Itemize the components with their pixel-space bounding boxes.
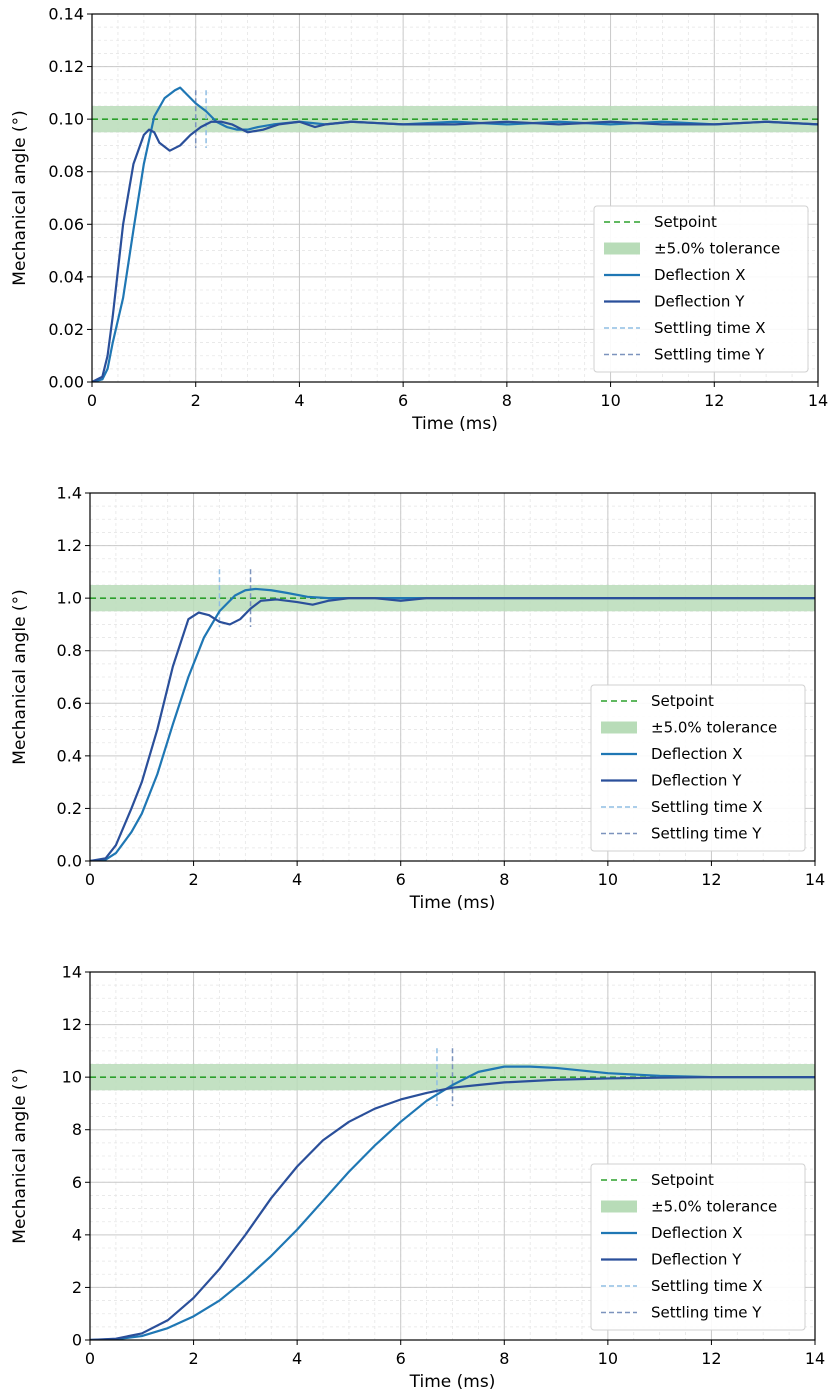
x-axis-title: Time (ms): [411, 414, 498, 434]
y-tick-label: 0.04: [48, 267, 84, 286]
x-tick-label: 6: [396, 1349, 406, 1368]
legend-label: Deflection Y: [651, 1251, 742, 1269]
legend-label: Deflection X: [654, 266, 745, 284]
x-tick-label: 8: [502, 391, 512, 410]
y-tick-label: 0.06: [48, 215, 84, 234]
x-tick-label: 10: [600, 391, 620, 410]
x-tick-label: 2: [188, 870, 198, 889]
x-axis-title: Time (ms): [409, 1372, 496, 1392]
x-axis-title: Time (ms): [409, 893, 496, 913]
legend-tolerance-swatch: [601, 722, 637, 734]
legend-label: Setpoint: [651, 1171, 714, 1189]
x-tick-label: 8: [499, 870, 509, 889]
legend-label: ±5.0% tolerance: [651, 719, 777, 737]
x-tick-label: 4: [292, 870, 302, 889]
y-tick-label: 2: [72, 1278, 82, 1297]
x-tick-label: 14: [808, 391, 828, 410]
chart-3: 0 2 4 6 8 10 12 14 0 2 4 6 8 10 12 14 Time (ms) Mechanica…: [10, 963, 825, 1393]
legend-label: ±5.0% tolerance: [654, 240, 780, 258]
x-tick-label: 0: [87, 391, 97, 410]
y-axis-title: Mechanical angle (°): [10, 1068, 30, 1243]
legend-tolerance-swatch: [604, 243, 640, 255]
legend-label: Settling time X: [651, 1277, 763, 1295]
legend-label: Settling time Y: [651, 1304, 762, 1322]
y-tick-label: 0.6: [57, 694, 82, 713]
legend: Setpoint ±5.0% tolerance Deflection X Defle…: [594, 206, 808, 372]
legend-label: Settling time X: [651, 798, 763, 816]
x-tick-label: 6: [396, 870, 406, 889]
x-tick-label: 12: [701, 870, 721, 889]
y-tick-label: 8: [72, 1120, 82, 1139]
x-tick-label: 6: [398, 391, 408, 410]
x-tick-label: 12: [701, 1349, 721, 1368]
y-tick-label: 0.4: [57, 746, 82, 765]
y-tick-label: 6: [72, 1173, 82, 1192]
x-tick-label: 0: [85, 870, 95, 889]
x-tick-label: 2: [188, 1349, 198, 1368]
legend-label: Setpoint: [651, 692, 714, 710]
y-tick-label: 10: [62, 1068, 82, 1087]
x-tick-label: 0: [85, 1349, 95, 1368]
y-tick-label: 1.4: [57, 484, 82, 503]
legend-label: Deflection X: [651, 745, 742, 763]
legend: Setpoint ±5.0% tolerance Deflection X Defle…: [591, 685, 805, 851]
x-tick-label: 4: [294, 391, 304, 410]
y-tick-label: 0.02: [48, 320, 84, 339]
legend-label: Deflection Y: [651, 772, 742, 790]
y-tick-label: 0.14: [48, 5, 84, 24]
y-tick-label: 0.12: [48, 57, 84, 76]
y-tick-label: 1.0: [57, 589, 82, 608]
y-tick-label: 0.8: [57, 641, 82, 660]
y-tick-label: 0.0: [57, 852, 82, 871]
legend: Setpoint ±5.0% tolerance Deflection X Defle…: [591, 1164, 805, 1330]
legend-label: ±5.0% tolerance: [651, 1198, 777, 1216]
y-tick-label: 0.10: [48, 110, 84, 129]
x-tick-label: 10: [598, 1349, 618, 1368]
legend-label: Deflection X: [651, 1224, 742, 1242]
y-tick-label: 1.2: [57, 536, 82, 555]
x-tick-label: 4: [292, 1349, 302, 1368]
legend-label: Settling time Y: [651, 825, 762, 843]
legend-label: Settling time X: [654, 319, 766, 337]
y-tick-label: 0.2: [57, 799, 82, 818]
y-tick-label: 0: [72, 1331, 82, 1350]
chart-2: 0 2 4 6 8 10 12 14 0.0 0.2 0.4 0.6 0.8 1.0 1.2 1.4 Time …: [10, 484, 825, 914]
x-tick-label: 10: [598, 870, 618, 889]
x-tick-label: 8: [499, 1349, 509, 1368]
x-tick-label: 14: [805, 870, 825, 889]
legend-label: Settling time Y: [654, 346, 765, 364]
y-tick-label: 0.08: [48, 162, 84, 181]
y-axis-title: Mechanical angle (°): [10, 589, 30, 764]
y-tick-label: 4: [72, 1225, 82, 1244]
x-tick-label: 12: [704, 391, 724, 410]
y-tick-label: 12: [62, 1015, 82, 1034]
y-tick-label: 0.00: [48, 373, 84, 392]
y-axis-title: Mechanical angle (°): [10, 110, 30, 285]
x-tick-label: 14: [805, 1349, 825, 1368]
y-tick-label: 14: [62, 963, 82, 982]
legend-tolerance-swatch: [601, 1201, 637, 1213]
legend-label: Setpoint: [654, 213, 717, 231]
x-tick-label: 2: [191, 391, 201, 410]
legend-label: Deflection Y: [654, 293, 745, 311]
chart-1: 0 2 4 6 8 10 12 14 0.00 0.02 0.04 0.06 0.08 0.10 0.12 0…: [10, 5, 828, 435]
